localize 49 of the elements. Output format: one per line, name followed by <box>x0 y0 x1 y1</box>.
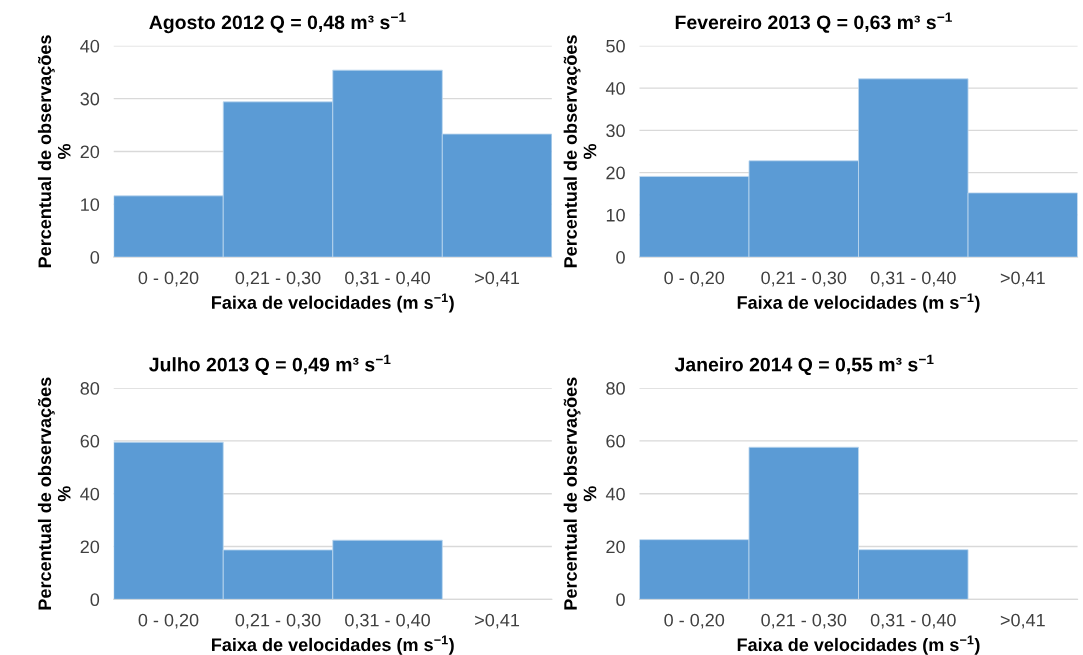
x-tick-label: 0,31 - 0,40 <box>870 271 956 287</box>
y-axis-title: Percentual de observações % <box>37 35 71 268</box>
y-tick-label: 50 <box>606 39 625 53</box>
x-tick-label: 0 - 0,20 <box>664 613 725 629</box>
y-tick-label: 0 <box>616 593 625 607</box>
chart-title: Agosto 2012 Q = 0,48 m³ s$^{−1}$ <box>149 12 406 34</box>
x-tick-label: 0 - 0,20 <box>664 271 725 287</box>
x-tick-label: 0 - 0,20 <box>138 271 199 287</box>
y-tick-label: 40 <box>605 82 625 95</box>
y-tick-label: 40 <box>605 487 625 501</box>
y-axis-title: Percentual de observações % <box>563 377 597 610</box>
x-tick-label: >0,41 <box>1000 613 1045 629</box>
x-tick-label: 0,21 - 0,30 <box>235 613 321 629</box>
y-tick-label: 40 <box>80 487 100 501</box>
y-tick-label: 30 <box>606 124 625 138</box>
y-tick-label: 80 <box>80 382 100 395</box>
y-tick-label: 40 <box>80 39 100 53</box>
x-tick-label: 0,21 - 0,30 <box>761 271 847 287</box>
x-tick-label: >0,41 <box>1000 271 1045 287</box>
x-tick-label: 0,21 - 0,30 <box>235 271 321 287</box>
chart-title: Julho 2013 Q = 0,49 m³ s$^{−1}$ <box>149 354 391 376</box>
y-axis-title: Percentual de observações % <box>37 377 71 610</box>
x-tick-label: >0,41 <box>475 271 520 287</box>
x-tick-label: 0,31 - 0,40 <box>870 613 956 629</box>
x-tick-label: >0,41 <box>475 613 520 629</box>
x-axis-title: Faixa de velocidades (m s$^{−1}$) <box>737 293 980 313</box>
y-tick-label: 20 <box>80 540 100 554</box>
x-axis-title: Faixa de velocidades (m s$^{−1}$) <box>737 635 980 655</box>
x-axis-title: Faixa de velocidades (m s$^{−1}$) <box>212 293 454 313</box>
y-tick-label: 10 <box>81 198 100 212</box>
y-axis-title: Percentual de observações % <box>563 35 597 268</box>
x-tick-label: 0,31 - 0,40 <box>345 271 430 287</box>
y-tick-label: 60 <box>80 434 100 448</box>
x-tick-label: 0,31 - 0,40 <box>345 613 430 629</box>
y-tick-label: 30 <box>80 92 100 106</box>
y-tick-label: 60 <box>606 434 625 448</box>
y-tick-label: 0 <box>90 251 100 264</box>
y-tick-label: 20 <box>606 166 625 180</box>
y-tick-label: 20 <box>80 145 100 159</box>
chart-title: Janeiro 2014 Q = 0,55 m³ s$^{−1}$ <box>674 354 934 376</box>
y-tick-label: 80 <box>606 382 625 395</box>
x-tick-label: 0,21 - 0,30 <box>761 613 847 629</box>
x-axis-title: Faixa de velocidades (m s$^{−1}$) <box>212 635 454 655</box>
y-tick-label: 20 <box>606 540 625 554</box>
chart-title: Fevereiro 2013 Q = 0,63 m³ s$^{−1}$ <box>675 12 952 33</box>
y-tick-label: 10 <box>606 208 625 222</box>
x-tick-label: 0 - 0,20 <box>138 613 199 629</box>
y-tick-label: 0 <box>616 251 625 264</box>
y-tick-label: 0 <box>90 593 100 607</box>
